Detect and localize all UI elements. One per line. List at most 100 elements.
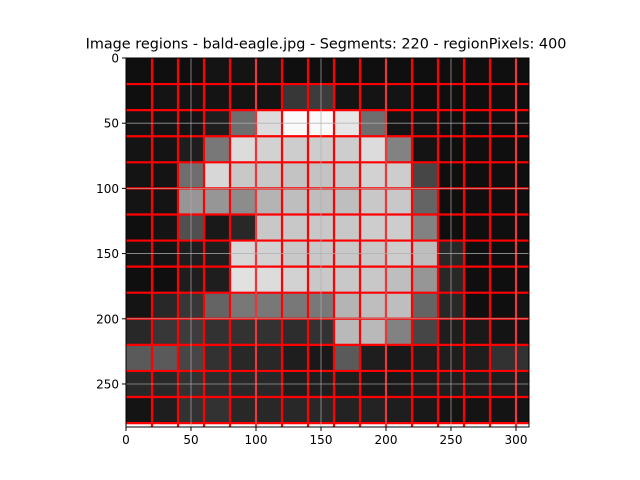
y-tick-label: 100 — [96, 182, 119, 196]
image-cell — [256, 162, 283, 189]
image-cell — [490, 162, 517, 189]
image-cell — [126, 266, 153, 294]
image-cell — [334, 292, 361, 320]
image-cell — [126, 214, 153, 242]
image-cell — [152, 397, 179, 424]
image-cell — [230, 266, 257, 294]
x-tick-label: 250 — [440, 433, 463, 447]
image-cell — [412, 188, 439, 215]
y-tick-label: 150 — [96, 247, 119, 261]
image-cell — [256, 397, 283, 424]
image-cell — [490, 214, 517, 242]
image-cell — [386, 188, 413, 215]
image-cell — [360, 266, 387, 294]
image-cell — [256, 58, 283, 85]
image-cell — [230, 214, 257, 242]
image-cell — [360, 318, 387, 346]
image-cell — [516, 84, 530, 111]
image-cell — [152, 344, 179, 372]
image-cell — [412, 136, 439, 163]
image-cell — [334, 162, 361, 189]
image-cell — [204, 188, 231, 215]
image-cell — [282, 266, 309, 294]
y-tick-label: 0 — [111, 52, 119, 66]
image-cell — [490, 318, 517, 346]
image-cell — [230, 162, 257, 189]
image-cell — [386, 266, 413, 294]
image-cell — [126, 318, 153, 346]
image-cell — [204, 58, 231, 85]
image-cell — [490, 84, 517, 111]
image-cell — [152, 162, 179, 189]
image-cell — [282, 318, 309, 346]
image-cell — [334, 397, 361, 424]
image-cell — [256, 344, 283, 372]
image-cell — [360, 214, 387, 242]
image-cell — [360, 188, 387, 215]
image-cell — [230, 136, 257, 163]
image-cell — [516, 136, 530, 163]
image-cell — [256, 136, 283, 163]
image-cell — [464, 84, 491, 111]
x-tick-label: 50 — [183, 433, 198, 447]
image-cell — [152, 214, 179, 242]
x-tick-label: 100 — [245, 433, 268, 447]
image-cell — [204, 397, 231, 424]
image-cell — [334, 188, 361, 215]
image-cell — [282, 136, 309, 163]
image-cell — [386, 136, 413, 163]
image-cell — [204, 318, 231, 346]
image-cell — [412, 214, 439, 242]
image-cell — [256, 292, 283, 320]
image-cell — [386, 162, 413, 189]
image-cell — [256, 318, 283, 346]
image-cell — [152, 84, 179, 111]
image-cell — [516, 58, 530, 85]
image-cell — [412, 162, 439, 189]
image-cell — [386, 397, 413, 424]
image-cell — [334, 344, 361, 372]
image-cell — [464, 344, 491, 372]
image-cell — [152, 292, 179, 320]
image-cell — [230, 188, 257, 215]
image-cell — [256, 188, 283, 215]
image-cell — [126, 84, 153, 111]
image-cell — [152, 136, 179, 163]
x-tick-label: 150 — [310, 433, 333, 447]
y-tick-label: 50 — [104, 117, 119, 131]
image-cell — [412, 266, 439, 294]
image-cell — [126, 397, 153, 424]
image-cell — [360, 397, 387, 424]
image-cell — [516, 188, 530, 215]
image-cell — [282, 214, 309, 242]
image-cell — [386, 344, 413, 372]
image-cell — [490, 136, 517, 163]
image-cell — [282, 58, 309, 85]
image-cell — [126, 188, 153, 215]
image-cell — [126, 162, 153, 189]
chart-title: Image regions - bald-eagle.jpg - Segment… — [86, 37, 567, 53]
image-cell — [152, 58, 179, 85]
image-cell — [386, 292, 413, 320]
image-cell — [230, 58, 257, 85]
image-cell — [204, 136, 231, 163]
y-axis: 0 50 100 150 200 250 — [96, 52, 126, 391]
image-cell — [516, 318, 530, 346]
image-cell — [282, 292, 309, 320]
image-cell — [386, 214, 413, 242]
image-cell — [490, 266, 517, 294]
image-cell — [282, 162, 309, 189]
image-cell — [282, 344, 309, 372]
image-cell — [464, 214, 491, 242]
y-tick-label: 250 — [96, 377, 119, 391]
image-cell — [464, 292, 491, 320]
image-cell — [360, 58, 387, 85]
image-cell — [204, 344, 231, 372]
image-cell — [490, 397, 517, 424]
plot-area — [125, 57, 530, 428]
image-cell — [256, 266, 283, 294]
image-cell — [464, 397, 491, 424]
image-cell — [386, 318, 413, 346]
image-cell — [334, 84, 361, 111]
image-cell — [230, 344, 257, 372]
